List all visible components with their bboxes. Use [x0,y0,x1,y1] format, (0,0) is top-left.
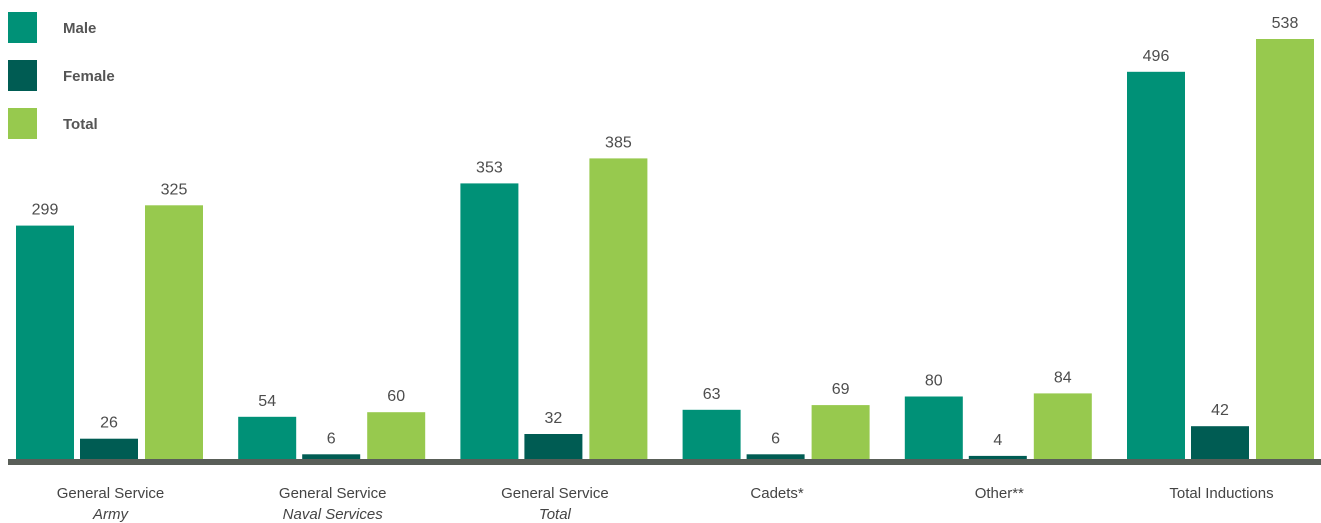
value-label: 32 [545,410,563,427]
bar-total [589,158,648,459]
bar-female [1191,426,1249,459]
bar-group: 299 26 325 [16,181,203,459]
bar-male [460,183,519,459]
bar-male [1127,71,1185,460]
category-label: Cadets* [750,485,804,502]
value-label: 42 [1211,402,1229,419]
category-label: Other** [975,485,1024,502]
bar-female [302,454,361,459]
value-label: 538 [1272,15,1299,32]
category-sublabel: Naval Services [283,506,384,523]
bar-male [904,396,963,459]
bar-male [682,409,741,459]
value-label: 84 [1054,369,1072,386]
bar-group: 63 6 69 [682,381,870,459]
value-label: 299 [32,202,59,219]
bar-male [16,225,74,459]
bar-female [80,438,138,459]
category-label: Total Inductions [1169,485,1273,502]
legend-label-male: Male [63,20,96,37]
bar-female [746,454,805,459]
legend-swatch-male [8,12,37,43]
value-label: 385 [605,134,632,151]
bar-total [1256,39,1314,459]
bar-total [145,205,203,459]
bar-group: 80 4 84 [904,369,1092,459]
category-label: General Service [501,485,609,502]
value-label: 4 [993,432,1002,449]
legend: Male Female Total [8,12,115,139]
bar-female [968,455,1027,459]
value-label: 325 [161,181,188,198]
value-label: 54 [258,393,276,410]
bar-group: 353 32 385 [460,134,648,459]
bar-total [367,412,426,459]
legend-swatch-female [8,60,37,91]
bar-total [811,405,870,459]
bar-group: 496 42 538 [1127,15,1314,460]
x-axis-baseline [8,459,1321,465]
bar-groups: 299 26 325 54 6 60 353 32 385 63 6 69 80 4 84 496 42 538 [16,15,1314,460]
value-label: 26 [100,415,118,432]
legend-label-total: Total [63,116,98,133]
bar-total [1033,393,1092,459]
value-label: 353 [476,159,503,176]
legend-label-female: Female [63,68,115,85]
bar-female [524,434,583,459]
bar-group: 54 6 60 [238,388,426,459]
value-label: 63 [703,386,721,403]
value-label: 80 [925,373,943,390]
category-label: General Service [57,485,165,502]
value-label: 496 [1143,48,1170,65]
category-label: General Service [279,485,387,502]
value-label: 6 [327,430,336,447]
bar-male [238,416,297,459]
value-label: 60 [387,388,405,405]
legend-swatch-total [8,108,37,139]
category-sublabel: Total [539,506,572,523]
value-label: 69 [832,381,850,398]
x-axis: General Service Army General Service Naval … [8,459,1321,523]
value-label: 6 [771,430,780,447]
category-sublabel: Army [92,506,129,523]
